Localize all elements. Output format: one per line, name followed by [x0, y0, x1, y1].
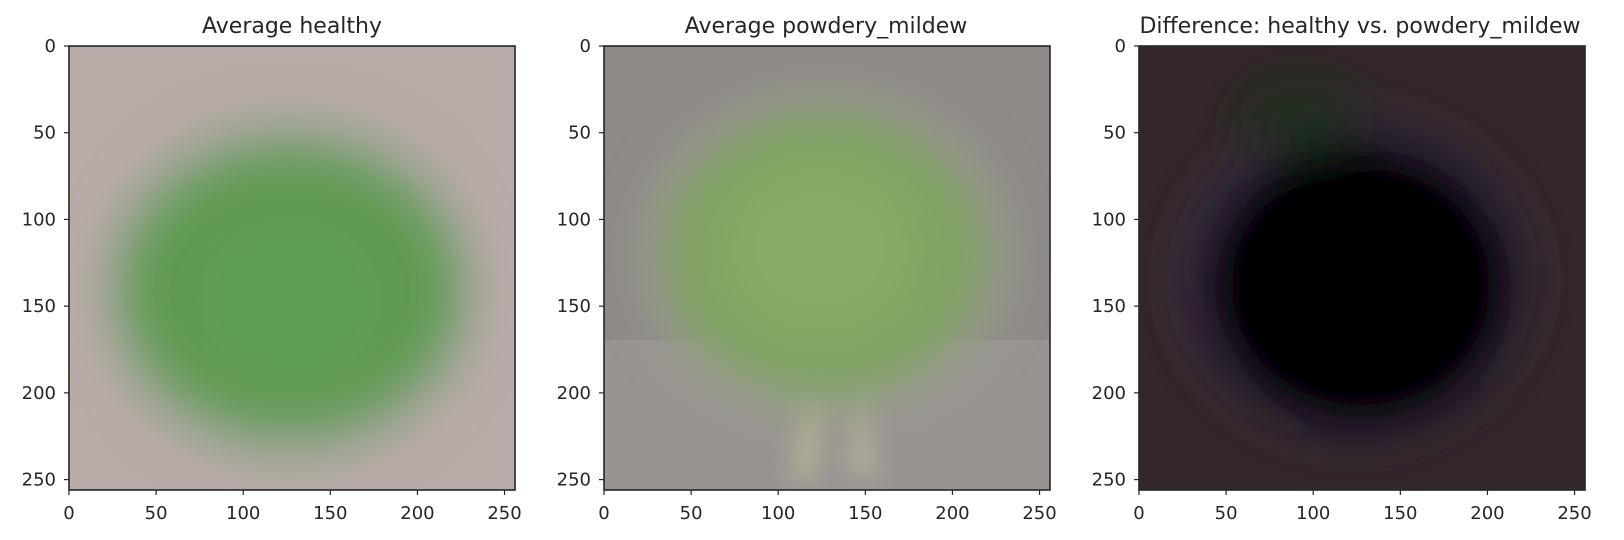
y-tick-label: 200	[557, 383, 591, 404]
x-tick-label: 0	[63, 503, 74, 524]
y-tick-label: 0	[45, 36, 56, 57]
y-tick-label: 50	[568, 123, 591, 144]
x-ticks: 0 50 100 150 200 250	[63, 490, 522, 524]
image-powdery-mildew	[603, 45, 1051, 491]
y-ticks: 0 50 100 150 200 250	[557, 36, 604, 491]
panel-healthy: Average healthy 0 50 100 150 200 250 0 50 100 15…	[22, 14, 522, 524]
leaf-center	[200, 220, 380, 380]
x-tick-label: 150	[848, 503, 882, 524]
y-tick-label: 100	[22, 209, 56, 230]
plot-frame	[68, 45, 516, 491]
y-tick-label: 150	[1092, 296, 1126, 317]
x-tick-label: 50	[680, 503, 703, 524]
x-ticks: 0 50 100 150 200 250	[598, 490, 1057, 524]
x-tick-label: 0	[598, 503, 609, 524]
y-tick-label: 50	[33, 123, 56, 144]
y-tick-label: 250	[1092, 470, 1126, 491]
x-ticks: 0 50 100 150 200 250	[1133, 490, 1592, 524]
x-tick-label: 200	[935, 503, 969, 524]
x-tick-label: 150	[313, 503, 347, 524]
y-tick-label: 250	[557, 470, 591, 491]
panel-difference: Difference: healthy vs. powdery_mildew 0…	[1092, 14, 1592, 524]
x-tick-label: 50	[145, 503, 168, 524]
x-tick-label: 150	[1383, 503, 1417, 524]
x-tick-label: 200	[1470, 503, 1504, 524]
x-tick-label: 100	[761, 503, 795, 524]
x-tick-label: 100	[1296, 503, 1330, 524]
image-healthy	[68, 45, 516, 491]
panel-title: Average powdery_mildew	[685, 14, 967, 39]
x-tick-label: 250	[1557, 503, 1591, 524]
x-tick-label: 250	[487, 503, 521, 524]
plot-frame	[1138, 45, 1586, 491]
leaf-dark-body	[1205, 140, 1515, 430]
y-tick-label: 0	[580, 36, 591, 57]
plot-frame	[603, 45, 1051, 491]
panel-title: Average healthy	[202, 14, 382, 39]
y-tick-label: 250	[22, 470, 56, 491]
x-tick-label: 0	[1133, 503, 1144, 524]
y-tick-label: 0	[1115, 36, 1126, 57]
y-ticks: 0 50 100 150 200 250	[22, 36, 69, 491]
y-tick-label: 200	[1092, 383, 1126, 404]
x-tick-label: 50	[1215, 503, 1238, 524]
y-tick-label: 50	[1103, 123, 1126, 144]
panel-powdery-mildew: Average powdery_mildew 0 50 100 150 200 250 0…	[557, 14, 1057, 524]
y-tick-label: 100	[557, 209, 591, 230]
y-tick-label: 150	[22, 296, 56, 317]
leaf-center	[720, 160, 920, 340]
x-tick-label: 250	[1022, 503, 1056, 524]
y-ticks: 0 50 100 150 200 250	[1092, 36, 1139, 491]
y-tick-label: 100	[1092, 209, 1126, 230]
x-tick-label: 200	[400, 503, 434, 524]
image-difference	[1138, 45, 1586, 491]
y-tick-label: 150	[557, 296, 591, 317]
leaf-green-tint	[1240, 80, 1360, 160]
x-tick-label: 100	[226, 503, 260, 524]
y-tick-label: 200	[22, 383, 56, 404]
panel-title: Difference: healthy vs. powdery_mildew	[1139, 14, 1580, 39]
